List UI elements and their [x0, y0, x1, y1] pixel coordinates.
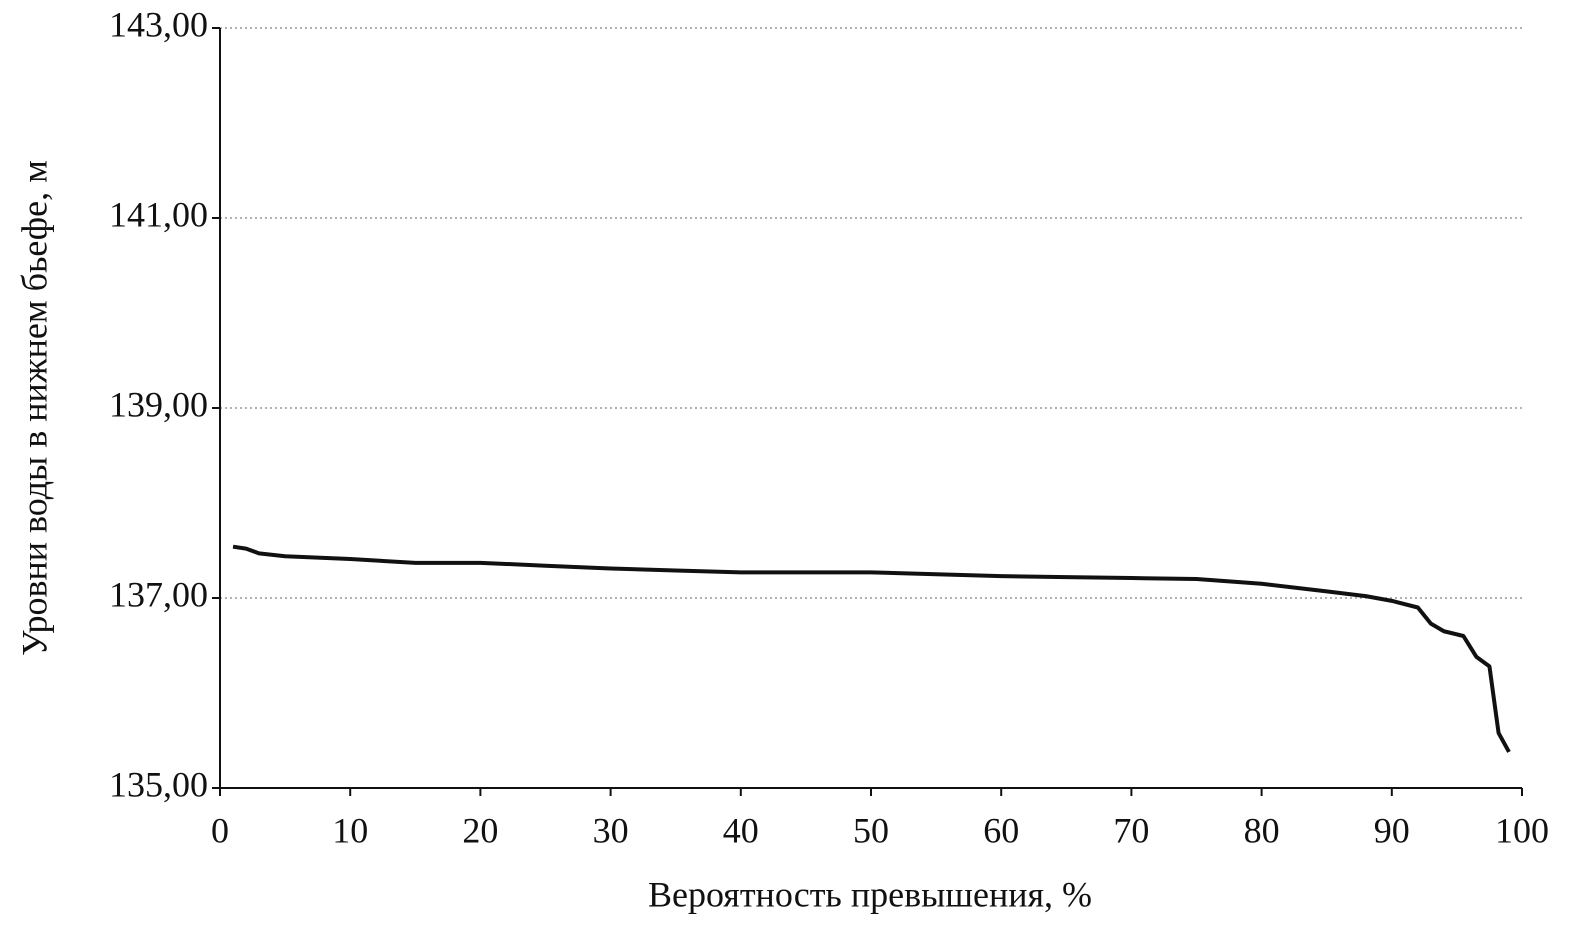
y-axis-label: Уровни воды в нижнем бьефе, м [14, 160, 54, 656]
x-tick-label: 60 [983, 810, 1019, 850]
x-tick-label: 80 [1244, 810, 1280, 850]
x-tick-label: 100 [1495, 810, 1549, 850]
x-axis-label: Вероятность превышения, % [648, 874, 1092, 914]
y-tick-label: 139,00 [109, 384, 208, 424]
y-tick-label: 143,00 [109, 4, 208, 44]
x-tick-label: 10 [332, 810, 368, 850]
x-tick-label: 70 [1113, 810, 1149, 850]
y-tick-label: 141,00 [109, 194, 208, 234]
x-tick-label: 0 [211, 810, 229, 850]
x-tick-label: 30 [593, 810, 629, 850]
x-tick-label: 50 [853, 810, 889, 850]
x-tick-label: 90 [1374, 810, 1410, 850]
y-tick-label: 137,00 [109, 574, 208, 614]
x-tick-label: 20 [462, 810, 498, 850]
x-tick-label: 40 [723, 810, 759, 850]
y-tick-label: 135,00 [109, 764, 208, 804]
data-line [232, 544, 1511, 753]
